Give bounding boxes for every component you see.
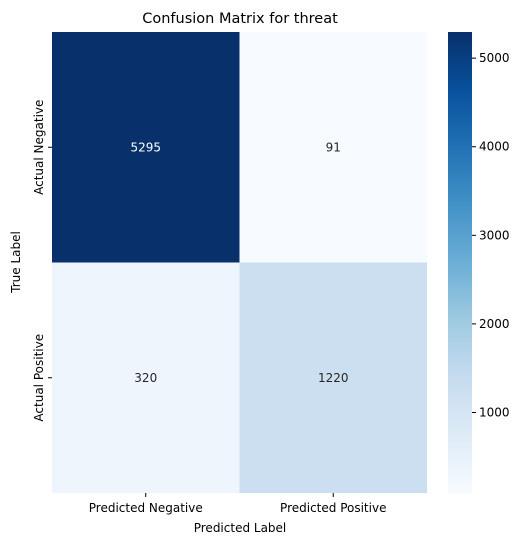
cell-value-label: 320: [134, 371, 157, 385]
x-tick-label: Predicted Positive: [280, 501, 386, 515]
x-axis-ticks: Predicted Negative Predicted Positive: [89, 493, 387, 515]
x-tick-label: Predicted Negative: [89, 501, 203, 515]
y-tick-label: Actual Negative: [32, 100, 46, 195]
colorbar-tick-label: 5000: [479, 51, 510, 65]
colorbar-tick-label: 1000: [479, 405, 510, 419]
colorbar-tick-label: 4000: [479, 140, 510, 154]
colorbar-ticks: 1000 2000 3000 4000 5000: [472, 51, 510, 419]
cell-value-label: 5295: [130, 140, 161, 154]
colorbar-tick-label: 2000: [479, 317, 510, 331]
y-axis-label: True Label: [9, 231, 23, 294]
heatmap-cells: 5295 91 320 1220: [52, 32, 427, 493]
colorbar-tick-label: 3000: [479, 228, 510, 242]
cell-value-label: 91: [326, 140, 341, 154]
x-axis-label: Predicted Label: [194, 521, 287, 535]
cell-value-label: 1220: [318, 371, 349, 385]
y-tick-label: Actual Positive: [32, 334, 46, 422]
chart-title: Confusion Matrix for threat: [142, 11, 338, 27]
colorbar: [448, 32, 472, 493]
y-axis-ticks: Actual Negative Actual Positive: [32, 100, 52, 422]
